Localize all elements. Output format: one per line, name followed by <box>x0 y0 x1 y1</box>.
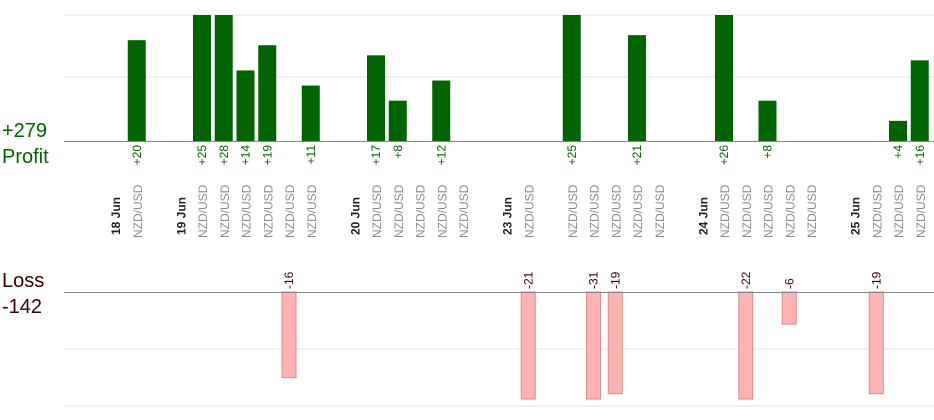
profit-value-label: +8 <box>391 145 405 159</box>
loss-value-label: -19 <box>869 271 883 289</box>
pair-label: NZD/USD <box>631 184 645 238</box>
loss-value-label: -22 <box>739 271 753 289</box>
profit-value-label: +28 <box>217 145 231 166</box>
profit-label: Profit <box>2 146 49 168</box>
profit-value-label: +16 <box>913 145 927 166</box>
loss-value-label: -6 <box>782 278 796 289</box>
loss-value-label: -19 <box>608 271 622 289</box>
loss-bar <box>281 291 297 379</box>
pair-label: NZD/USD <box>457 184 471 238</box>
pair-label: NZD/USD <box>522 184 536 238</box>
profit-value-label: +19 <box>260 145 274 166</box>
profit-bar <box>628 35 646 141</box>
pair-label: NZD/USD <box>914 184 928 238</box>
profit-bar <box>193 15 211 141</box>
profit-bar <box>367 55 385 141</box>
pair-label: NZD/USD <box>305 184 319 238</box>
date-label: 19 Jun <box>174 197 188 235</box>
date-label: 23 Jun <box>501 197 515 235</box>
profit-value-label: +17 <box>369 145 383 166</box>
pair-label: NZD/USD <box>370 184 384 238</box>
profit-bar <box>214 15 233 141</box>
profit-bar <box>910 60 929 141</box>
profit-value-label: +26 <box>717 145 731 166</box>
pair-label: NZD/USD <box>805 184 819 238</box>
pair-label: NZD/USD <box>131 184 145 238</box>
date-label: 18 Jun <box>109 197 123 235</box>
x-axis-labels: 18 Jun NZD/USD 19 Jun NZD/USD NZD/USD NZD/USD… <box>109 184 928 238</box>
pair-label: NZD/USD <box>435 184 449 238</box>
pair-label: NZD/USD <box>892 184 906 238</box>
pair-label: NZD/USD <box>762 184 776 238</box>
loss-bar <box>738 291 754 400</box>
pair-label: NZD/USD <box>588 184 602 238</box>
bars <box>127 15 929 400</box>
loss-value-label: -21 <box>521 271 535 289</box>
pair-label: NZD/USD <box>283 184 297 238</box>
pair-label: NZD/USD <box>240 184 254 238</box>
pair-label: NZD/USD <box>196 184 210 238</box>
profit-value-label: +11 <box>304 145 318 165</box>
date-label: 25 Jun <box>849 197 863 235</box>
pair-label: NZD/USD <box>566 184 580 238</box>
profit-bar <box>758 100 777 141</box>
profit-value-label: +12 <box>434 145 448 166</box>
profit-bar <box>715 15 733 141</box>
loss-total: -142 <box>2 296 43 318</box>
loss-bar <box>586 291 601 400</box>
pair-label: NZD/USD <box>609 184 623 238</box>
pair-label: NZD/USD <box>218 184 232 238</box>
pair-label: NZD/USD <box>414 184 428 238</box>
profit-bar <box>127 40 146 142</box>
pair-label: NZD/USD <box>783 184 797 238</box>
pair-label: NZD/USD <box>261 184 275 238</box>
pair-label: NZD/USD <box>870 184 884 238</box>
value-labels: +20 +25 +28 +14 +19 -16 +11 +17 +8 +12 -21 +25 -31 -1… <box>130 145 927 289</box>
loss-bar <box>781 291 797 325</box>
profit-bar <box>388 100 407 141</box>
loss-bar <box>520 291 536 400</box>
loss-value-label: -16 <box>282 271 296 289</box>
profit-bar <box>236 70 255 141</box>
loss-bar <box>868 291 884 395</box>
profit-value-label: +4 <box>891 145 905 159</box>
loss-bar <box>607 291 623 395</box>
profit-bar <box>562 15 581 141</box>
date-label: 24 Jun <box>696 197 710 235</box>
profit-bar <box>258 45 277 141</box>
profit-bar <box>301 85 320 141</box>
profit-value-label: +25 <box>565 145 579 166</box>
profit-value-label: +8 <box>761 145 775 159</box>
axes <box>64 141 934 293</box>
pair-label: NZD/USD <box>718 184 732 238</box>
pair-label: NZD/USD <box>392 184 406 238</box>
profit-value-label: +20 <box>130 145 144 166</box>
date-label: 20 Jun <box>348 197 362 235</box>
profit-value-label: +21 <box>630 145 644 166</box>
profit-value-label: +25 <box>195 145 209 166</box>
profit-total: +279 <box>2 120 48 142</box>
profit-value-label: +14 <box>239 145 253 166</box>
pair-label: NZD/USD <box>740 184 754 238</box>
loss-label: Loss <box>2 270 45 292</box>
profit-bar <box>432 80 451 141</box>
profit-bar <box>889 120 907 141</box>
loss-value-label: -31 <box>587 271 601 289</box>
pair-label: NZD/USD <box>653 184 667 238</box>
